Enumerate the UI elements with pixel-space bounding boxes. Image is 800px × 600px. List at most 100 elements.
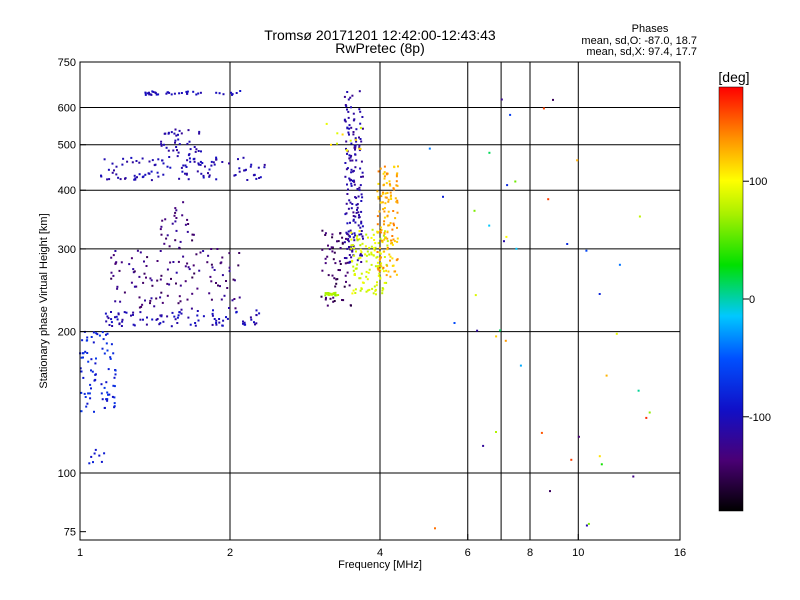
data-point	[356, 188, 359, 190]
data-point	[100, 460, 103, 463]
data-point	[379, 167, 382, 170]
data-point	[231, 299, 234, 302]
data-point	[196, 170, 199, 173]
data-point	[349, 235, 351, 238]
data-point	[331, 293, 334, 296]
data-point	[138, 296, 141, 299]
data-point	[221, 324, 224, 327]
data-point	[358, 144, 361, 147]
data-point	[105, 381, 108, 384]
data-point	[386, 214, 389, 217]
data-point	[145, 276, 147, 279]
data-point	[174, 220, 177, 223]
data-point	[159, 296, 162, 299]
data-point	[345, 257, 348, 260]
data-point	[366, 278, 369, 281]
data-point	[184, 172, 186, 175]
data-point	[577, 435, 580, 438]
data-point	[103, 158, 106, 161]
data-point	[386, 230, 389, 233]
data-point	[155, 318, 158, 321]
data-point	[354, 153, 357, 156]
data-point	[111, 395, 114, 398]
colorbar-tick-label: 0	[749, 294, 755, 306]
y-tick-label: 400	[58, 185, 76, 197]
data-point	[335, 278, 338, 281]
data-point	[336, 142, 338, 145]
data-point	[185, 166, 188, 168]
data-point	[333, 292, 336, 295]
data-point	[370, 253, 373, 256]
data-point	[324, 298, 327, 301]
data-point	[182, 201, 185, 204]
data-point	[356, 239, 359, 242]
data-point	[324, 257, 327, 260]
data-point	[361, 225, 364, 228]
data-point	[389, 259, 391, 262]
data-point	[391, 228, 394, 231]
data-point	[374, 289, 377, 292]
data-point	[357, 257, 360, 260]
data-point	[349, 221, 351, 224]
data-point	[361, 242, 364, 245]
data-point	[350, 207, 353, 210]
data-point	[383, 232, 386, 234]
data-point	[392, 264, 395, 267]
data-point	[358, 149, 361, 152]
data-point	[114, 300, 117, 303]
data-point	[334, 294, 337, 297]
data-point	[191, 239, 194, 242]
data-point	[331, 236, 334, 239]
data-point	[332, 258, 335, 261]
data-point	[113, 385, 116, 388]
data-point	[473, 209, 476, 212]
data-point	[351, 94, 354, 97]
data-point	[259, 176, 262, 179]
data-point	[132, 323, 135, 326]
data-point	[336, 240, 338, 243]
data-point	[117, 176, 120, 179]
data-point	[373, 239, 376, 241]
data-point	[334, 285, 337, 288]
data-point	[87, 360, 90, 363]
data-point	[389, 275, 392, 278]
data-point	[131, 161, 134, 164]
data-point	[178, 295, 181, 298]
data-point	[217, 284, 219, 287]
data-point	[376, 190, 379, 193]
data-point	[170, 277, 172, 280]
data-point	[175, 229, 178, 232]
data-point	[175, 217, 178, 219]
data-point	[540, 431, 543, 434]
data-point	[384, 230, 386, 233]
data-point	[192, 158, 195, 161]
y-tick-label: 600	[58, 103, 76, 115]
data-point	[395, 200, 398, 203]
data-point	[186, 92, 189, 95]
data-point	[393, 166, 396, 169]
data-point	[184, 280, 187, 283]
data-point	[378, 270, 381, 272]
data-point	[360, 272, 363, 275]
data-point	[110, 277, 113, 280]
data-point	[519, 364, 522, 367]
data-point	[108, 324, 111, 326]
data-point	[124, 177, 126, 180]
data-point	[327, 292, 330, 295]
data-point	[320, 295, 323, 298]
data-point	[114, 369, 117, 372]
data-point	[246, 179, 249, 181]
data-point	[169, 261, 172, 264]
data-point	[215, 178, 218, 181]
data-point	[110, 318, 113, 321]
x-tick-label: 1	[77, 547, 83, 559]
data-point	[442, 195, 444, 198]
data-point	[110, 271, 113, 274]
data-point	[514, 180, 517, 183]
data-point	[218, 321, 221, 324]
data-point	[115, 315, 118, 318]
data-point	[215, 156, 218, 159]
data-point	[159, 314, 162, 317]
data-point	[359, 226, 362, 229]
